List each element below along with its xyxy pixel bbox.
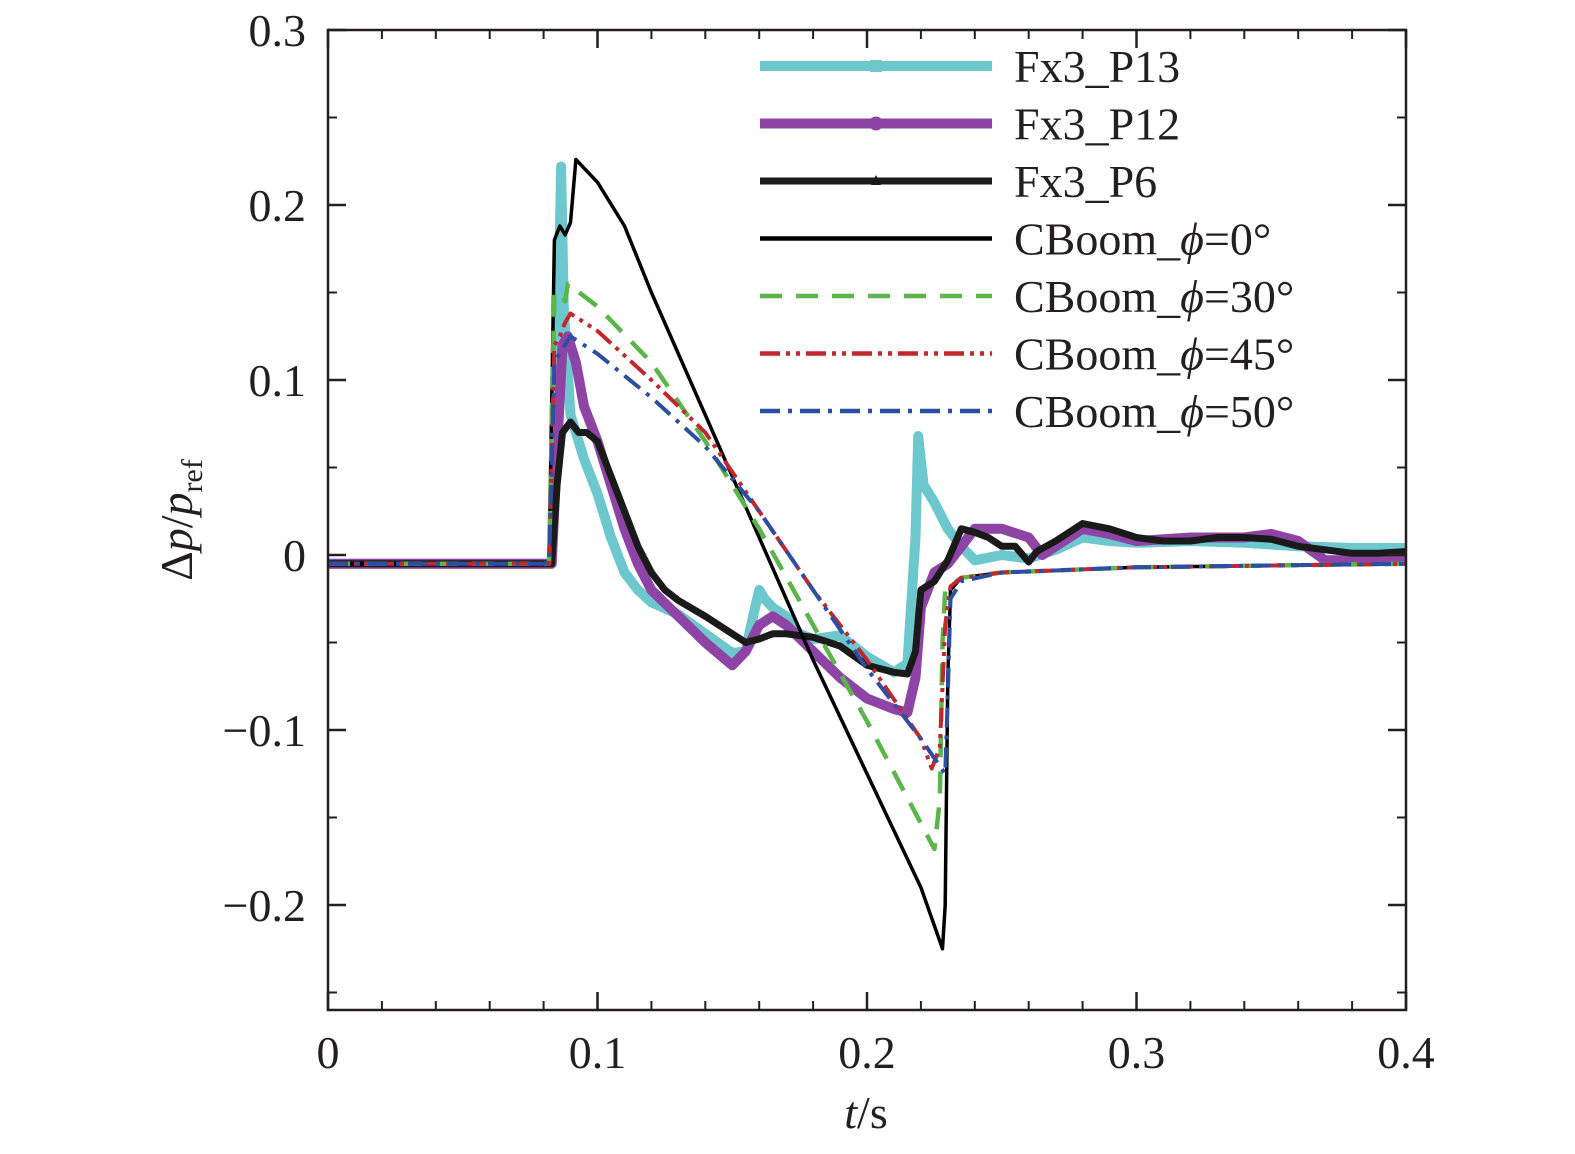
x-tick-label: 0.3 bbox=[1108, 1027, 1166, 1078]
x-axis-title-unit: /s bbox=[857, 1087, 888, 1138]
legend-label-3: CBoom_ϕ=0° bbox=[1014, 214, 1271, 265]
legend-label-phi: ϕ bbox=[1180, 214, 1204, 265]
y-tick-label: −0.2 bbox=[223, 880, 306, 931]
legend-label-2: Fx3_P6 bbox=[1014, 156, 1157, 207]
legend-label-phi: ϕ bbox=[1180, 271, 1204, 322]
x-tick-label: 0.4 bbox=[1377, 1027, 1435, 1078]
legend-marker-square bbox=[870, 60, 882, 72]
legend-marker-triangle bbox=[871, 175, 881, 185]
y-axis-title-p: p bbox=[151, 528, 202, 554]
x-tick-label: 0 bbox=[317, 1027, 340, 1078]
legend: Fx3_P13Fx3_P12Fx3_P6CBoom_ϕ=0°CBoom_ϕ=30… bbox=[760, 41, 1294, 437]
legend-label-prefix: Fx3_P13 bbox=[1014, 41, 1180, 92]
legend-label-suffix: =30° bbox=[1204, 271, 1294, 322]
y-axis-title-slash: / bbox=[151, 515, 202, 528]
legend-label-suffix: =45° bbox=[1204, 329, 1294, 380]
series-line-2 bbox=[328, 418, 1406, 678]
legend-label-6: CBoom_ϕ=50° bbox=[1014, 386, 1294, 437]
ticks-layer: 0 0.1 0.2 0.3 0.4 −0.2 −0.1 0 0.1 0.2 0.3 bbox=[223, 5, 1435, 1078]
legend-label-1: Fx3_P12 bbox=[1014, 99, 1180, 150]
legend-label-0: Fx3_P13 bbox=[1014, 41, 1180, 92]
y-tick-label: 0 bbox=[283, 530, 306, 581]
legend-label-4: CBoom_ϕ=30° bbox=[1014, 271, 1294, 322]
legend-label-prefix: Fx3_P6 bbox=[1014, 156, 1157, 207]
legend-label-suffix: =0° bbox=[1204, 214, 1271, 265]
y-axis-title-delta: Δ bbox=[151, 551, 202, 581]
plot-frame bbox=[326, 28, 1408, 1012]
legend-marker-circle bbox=[869, 116, 883, 131]
legend-label-prefix: Fx3_P12 bbox=[1014, 99, 1180, 150]
x-axis-title-var: t bbox=[844, 1087, 858, 1138]
legend-label-prefix: CBoom_ bbox=[1014, 386, 1181, 437]
series-layer bbox=[328, 157, 1406, 951]
legend-label-prefix: CBoom_ bbox=[1014, 214, 1181, 265]
y-axis-title-sub: ref bbox=[176, 459, 209, 492]
y-axis-title: Δp/pref bbox=[151, 459, 209, 581]
legend-label-phi: ϕ bbox=[1180, 329, 1204, 380]
legend-label-phi: ϕ bbox=[1180, 386, 1204, 437]
y-tick-label: 0.3 bbox=[249, 5, 307, 56]
legend-label-prefix: CBoom_ bbox=[1014, 271, 1181, 322]
x-tick-label: 0.1 bbox=[569, 1027, 627, 1078]
legend-label-5: CBoom_ϕ=45° bbox=[1014, 329, 1294, 380]
series-line-6 bbox=[328, 334, 1406, 776]
y-tick-label: 0.2 bbox=[249, 180, 307, 231]
x-tick-label: 0.2 bbox=[838, 1027, 896, 1078]
legend-label-prefix: CBoom_ bbox=[1014, 329, 1181, 380]
series-line-4 bbox=[328, 281, 1406, 852]
y-tick-label: −0.1 bbox=[223, 705, 306, 756]
legend-label-suffix: =50° bbox=[1204, 386, 1294, 437]
x-axis-title: t/s bbox=[844, 1087, 887, 1138]
y-tick-label: 0.1 bbox=[249, 355, 307, 406]
y-axis-title-pref: p bbox=[151, 492, 202, 518]
